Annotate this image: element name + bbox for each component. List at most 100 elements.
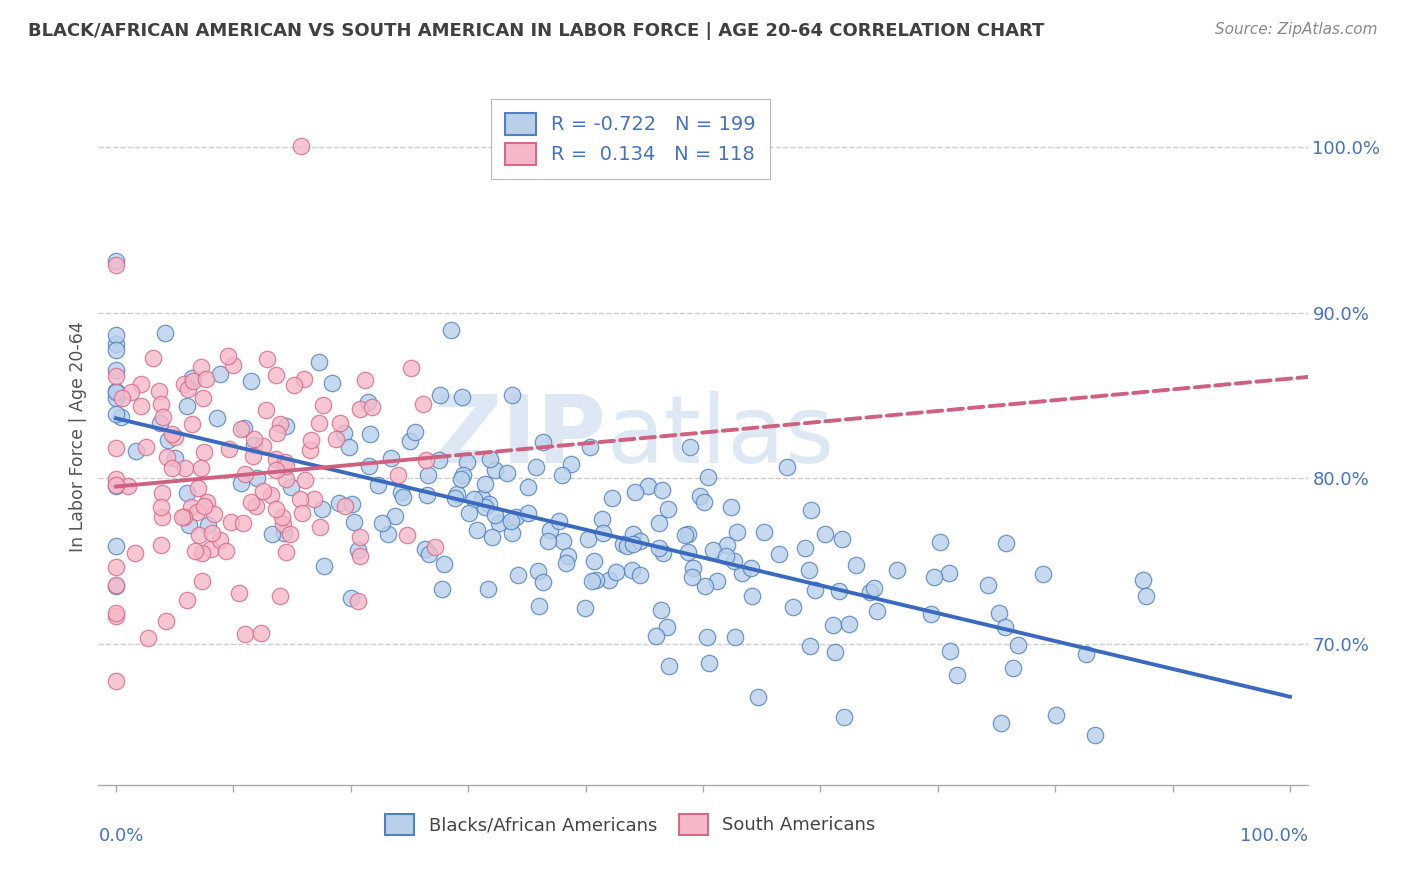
Point xyxy=(724,630,747,644)
Point xyxy=(450,472,472,486)
Point xyxy=(264,501,287,516)
Point xyxy=(557,549,579,564)
Point xyxy=(105,254,128,268)
Point xyxy=(200,542,222,557)
Point xyxy=(357,458,380,473)
Point xyxy=(538,523,561,537)
Point xyxy=(155,326,177,340)
Point xyxy=(456,455,478,469)
Point xyxy=(308,416,330,430)
Point xyxy=(859,585,882,599)
Point xyxy=(218,442,240,457)
Point xyxy=(990,715,1012,730)
Point xyxy=(380,450,402,465)
Point xyxy=(987,606,1010,620)
Point xyxy=(418,547,440,561)
Point xyxy=(478,451,501,466)
Point xyxy=(187,528,209,542)
Point xyxy=(814,527,837,541)
Point xyxy=(176,593,198,607)
Point xyxy=(501,388,523,402)
Point xyxy=(176,399,198,413)
Point xyxy=(585,573,607,587)
Point xyxy=(359,427,381,442)
Point xyxy=(799,639,821,653)
Point xyxy=(457,506,479,520)
Text: atlas: atlas xyxy=(606,391,835,483)
Point xyxy=(180,371,202,385)
Point xyxy=(775,459,797,474)
Point xyxy=(624,485,647,500)
Point xyxy=(1031,566,1053,581)
Point xyxy=(105,472,128,486)
Point xyxy=(412,397,434,411)
Point xyxy=(994,536,1017,550)
Point xyxy=(309,519,332,533)
Point xyxy=(579,440,602,454)
Point xyxy=(269,417,291,432)
Point xyxy=(176,485,198,500)
Point xyxy=(831,533,853,547)
Point xyxy=(181,374,204,388)
Point xyxy=(396,527,419,541)
Point xyxy=(612,536,634,550)
Point xyxy=(222,358,245,372)
Point xyxy=(165,451,187,466)
Point xyxy=(254,403,277,417)
Point xyxy=(430,582,453,596)
Point xyxy=(105,674,128,689)
Point xyxy=(600,491,623,505)
Point xyxy=(105,441,128,455)
Point xyxy=(349,549,371,563)
Point xyxy=(105,578,128,592)
Point xyxy=(246,471,269,485)
Point xyxy=(994,620,1017,634)
Point xyxy=(292,372,315,386)
Point xyxy=(262,527,284,541)
Point xyxy=(245,499,267,513)
Point xyxy=(135,440,157,454)
Point xyxy=(105,337,128,351)
Point xyxy=(583,554,606,568)
Point xyxy=(797,563,820,577)
Point xyxy=(252,439,274,453)
Text: ZIP: ZIP xyxy=(433,391,606,483)
Point xyxy=(465,524,488,538)
Point xyxy=(215,544,238,558)
Point xyxy=(239,494,262,508)
Point xyxy=(731,566,754,581)
Point xyxy=(269,589,291,603)
Point xyxy=(290,492,312,507)
Point xyxy=(105,258,128,272)
Point xyxy=(208,367,231,381)
Point xyxy=(235,467,257,481)
Point xyxy=(150,486,173,500)
Point xyxy=(190,460,212,475)
Point xyxy=(747,690,769,704)
Point xyxy=(946,667,969,681)
Point xyxy=(283,378,305,392)
Point xyxy=(702,543,724,558)
Point xyxy=(105,327,128,342)
Point xyxy=(105,560,128,574)
Point xyxy=(501,514,523,528)
Point xyxy=(1084,728,1107,742)
Point xyxy=(427,453,450,467)
Point xyxy=(264,368,287,382)
Point xyxy=(648,516,671,531)
Point xyxy=(152,409,174,424)
Point xyxy=(349,402,371,417)
Point xyxy=(172,509,194,524)
Point xyxy=(477,582,499,596)
Point xyxy=(371,516,394,531)
Point xyxy=(1076,647,1098,661)
Point xyxy=(131,400,153,414)
Point xyxy=(433,557,456,571)
Point xyxy=(105,407,128,421)
Point xyxy=(105,384,128,398)
Point xyxy=(560,457,582,471)
Point xyxy=(501,525,523,540)
Point xyxy=(1135,589,1157,603)
Point xyxy=(193,499,215,513)
Point xyxy=(481,530,503,544)
